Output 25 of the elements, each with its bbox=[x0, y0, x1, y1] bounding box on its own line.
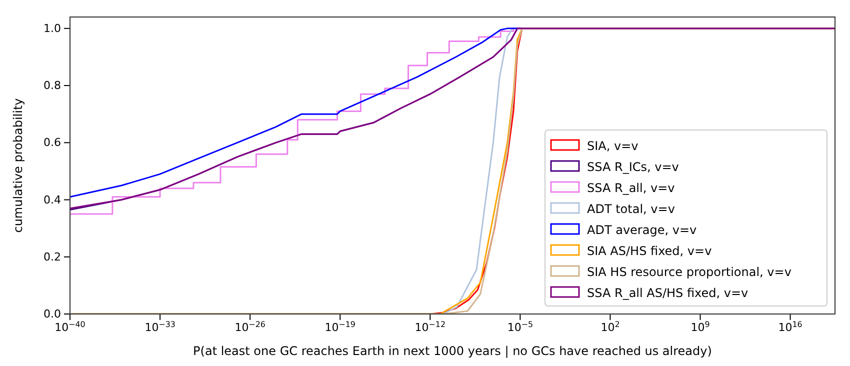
legend-label: SSA R_ICs, v=v bbox=[587, 160, 679, 174]
x-axis-title: P(at least one GC reaches Earth in next 1000 years | no GCs have reached us already) bbox=[193, 344, 712, 358]
x-tick-label: 10$^{−33}$ bbox=[144, 319, 176, 334]
legend-label: SIA AS/HS fixed, v=v bbox=[587, 244, 712, 258]
x-tick-label: 10$^{−12}$ bbox=[414, 319, 446, 334]
legend-label: ADT total, v=v bbox=[587, 202, 675, 216]
y-tick-label: 0.2 bbox=[44, 250, 61, 264]
x-tick-label: 10$^{−5}$ bbox=[507, 319, 533, 334]
x-tick-label: 10$^{2}$ bbox=[600, 319, 620, 334]
legend-label: SSA R_all, v=v bbox=[587, 181, 675, 195]
y-tick-label: 0.4 bbox=[44, 193, 61, 206]
legend-label: SIA HS resource proportional, v=v bbox=[587, 265, 792, 279]
y-tick-label: 0.0 bbox=[44, 308, 61, 321]
y-axis-title: cumulative probability bbox=[11, 98, 25, 233]
y-tick-label: 0.8 bbox=[44, 79, 61, 92]
x-tick-label: 10$^{16}$ bbox=[778, 319, 802, 334]
x-tick-label: 10$^{−40}$ bbox=[54, 319, 86, 334]
legend-label: ADT average, v=v bbox=[587, 223, 697, 237]
legend-label: SSA R_all AS/HS fixed, v=v bbox=[587, 286, 748, 300]
x-tick-label: 10$^{9}$ bbox=[690, 319, 710, 334]
y-tick-label: 0.6 bbox=[44, 136, 61, 150]
legend-label: SIA, v=v bbox=[587, 139, 638, 153]
y-tick-label: 1.0 bbox=[44, 22, 61, 35]
x-tick-label: 10$^{−26}$ bbox=[234, 319, 266, 334]
x-tick-label: 10$^{−19}$ bbox=[324, 319, 356, 334]
